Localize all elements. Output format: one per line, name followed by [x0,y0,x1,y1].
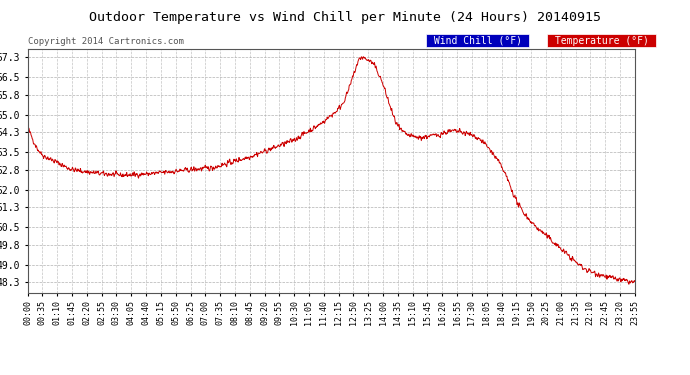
Text: Outdoor Temperature vs Wind Chill per Minute (24 Hours) 20140915: Outdoor Temperature vs Wind Chill per Mi… [89,11,601,24]
Text: Wind Chill (°F): Wind Chill (°F) [428,36,528,46]
Text: Copyright 2014 Cartronics.com: Copyright 2014 Cartronics.com [28,38,184,46]
Text: Temperature (°F): Temperature (°F) [549,36,654,46]
